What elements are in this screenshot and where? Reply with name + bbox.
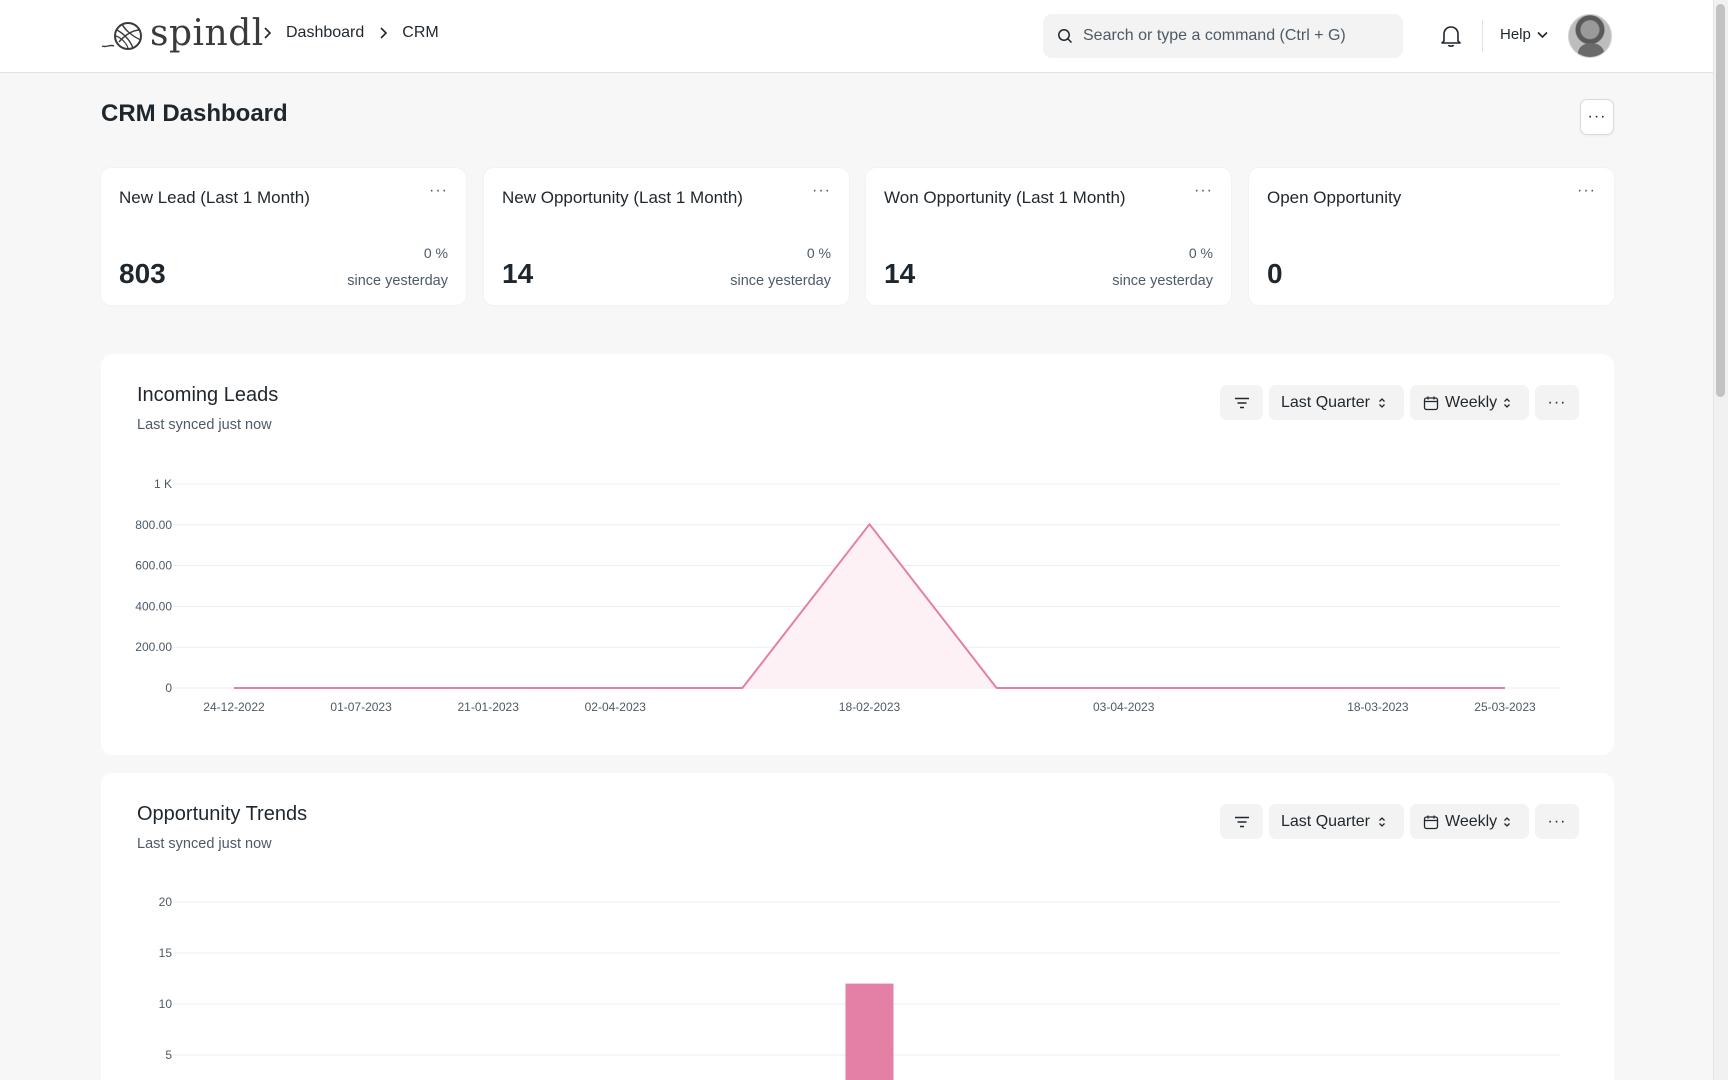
filter-icon xyxy=(1234,816,1249,827)
card-change-percent: 0 % xyxy=(423,245,448,261)
time-interval-label: Weekly xyxy=(1445,393,1498,411)
page-scrollbar-thumb[interactable] xyxy=(1716,4,1725,397)
card-title: New Lead (Last 1 Month) xyxy=(119,188,310,207)
filter-button[interactable] xyxy=(1220,804,1263,839)
bell-icon[interactable] xyxy=(1440,24,1462,48)
time-range-label: Last Quarter xyxy=(1281,393,1370,411)
chevron-down-icon xyxy=(1537,31,1548,38)
y-tick-label: 20 xyxy=(159,895,173,909)
chart-title: Opportunity Trends xyxy=(137,803,308,825)
time-range-label: Last Quarter xyxy=(1281,812,1370,830)
time-interval-select[interactable]: Weekly xyxy=(1410,804,1529,839)
card-menu-button[interactable]: ··· xyxy=(429,182,448,199)
time-range-select[interactable]: Last Quarter xyxy=(1269,385,1404,420)
breadcrumb-dashboard[interactable]: Dashboard xyxy=(286,24,365,41)
search-bar[interactable] xyxy=(1043,14,1403,58)
chart-sync-status: Last synced just now xyxy=(137,836,272,852)
incoming-leads-chart: 0 200.00 400.00 600.00 800.00 1 K 24-12-2022 01… xyxy=(135,477,1560,714)
search-input[interactable] xyxy=(1083,27,1383,45)
card-title: Open Opportunity xyxy=(1267,188,1402,207)
card-change-label: since yesterday xyxy=(730,273,831,289)
card-title: New Opportunity (Last 1 Month) xyxy=(502,188,743,207)
chevron-up-down-icon xyxy=(1504,397,1511,408)
chevron-right-icon xyxy=(260,26,274,40)
breadcrumb-crm[interactable]: CRM xyxy=(402,24,439,41)
help-dropdown[interactable]: Help xyxy=(1500,26,1548,43)
chart-menu-button[interactable]: ··· xyxy=(1535,385,1579,420)
breadcrumb: Dashboard CRM xyxy=(260,24,439,42)
y-tick-label: 400.00 xyxy=(135,599,172,613)
calendar-icon xyxy=(1423,396,1439,410)
app-logo[interactable]: spindl xyxy=(100,14,264,58)
x-tick-label: 21-01-2023 xyxy=(458,700,520,714)
x-tick-label: 18-02-2023 xyxy=(839,700,901,714)
y-tick-label: 600.00 xyxy=(135,559,172,573)
calendar-icon xyxy=(1423,815,1439,829)
card-change-percent: 0 % xyxy=(806,245,831,261)
y-tick-label: 0 xyxy=(165,681,172,695)
card-value: 0 xyxy=(1267,258,1283,289)
filter-button[interactable] xyxy=(1220,385,1263,420)
number-card-won-opportunity: Won Opportunity (Last 1 Month) ··· 14 0 … xyxy=(866,168,1231,305)
card-menu-button[interactable]: ··· xyxy=(812,182,831,199)
card-change-percent: 0 % xyxy=(1188,245,1213,261)
series-area xyxy=(234,524,1505,688)
x-tick-label: 01-07-2023 xyxy=(330,700,392,714)
navbar-divider xyxy=(1482,20,1483,52)
y-tick-label: 800.00 xyxy=(135,518,172,532)
chart-title: Incoming Leads xyxy=(137,384,279,406)
card-title: Won Opportunity (Last 1 Month) xyxy=(884,188,1126,207)
x-tick-label: 25-03-2023 xyxy=(1474,700,1536,714)
chevron-right-icon xyxy=(376,26,390,40)
search-icon xyxy=(1058,29,1073,44)
card-menu-button[interactable]: ··· xyxy=(1194,182,1213,199)
y-tick-label: 200.00 xyxy=(135,640,172,654)
y-tick-label: 10 xyxy=(159,997,173,1011)
card-menu-button[interactable]: ··· xyxy=(1577,182,1596,199)
number-card-open-opportunity: Open Opportunity ··· 0 xyxy=(1249,168,1614,305)
chevron-up-down-icon xyxy=(1504,816,1511,827)
avatar[interactable] xyxy=(1568,14,1612,58)
logo-text: spindl xyxy=(150,13,264,54)
time-range-select[interactable]: Last Quarter xyxy=(1269,804,1404,839)
chart-panel-opportunity-trends: Opportunity Trends Last synced just now … xyxy=(101,773,1614,1080)
chevron-up-down-icon xyxy=(1378,816,1385,827)
filter-icon xyxy=(1234,397,1249,408)
chart-panel-incoming-leads: Incoming Leads Last synced just now Last… xyxy=(101,354,1614,755)
top-navbar: spindl Dashboard CRM Help xyxy=(0,0,1713,73)
yarn-ball-icon xyxy=(101,22,142,50)
y-tick-label: 1 K xyxy=(154,477,172,491)
time-interval-label: Weekly xyxy=(1445,812,1498,830)
y-tick-label: 15 xyxy=(159,946,173,960)
page-menu-button[interactable]: ··· xyxy=(1580,99,1614,135)
card-change-label: since yesterday xyxy=(1112,273,1213,289)
help-label: Help xyxy=(1500,26,1531,43)
x-tick-label: 02-04-2023 xyxy=(585,700,647,714)
x-tick-label: 24-12-2022 xyxy=(203,700,265,714)
x-tick-label: 18-03-2023 xyxy=(1347,700,1409,714)
page-title: CRM Dashboard xyxy=(101,100,288,127)
opportunity-trends-chart: 5 10 15 20 xyxy=(159,895,1560,1080)
bar xyxy=(845,983,894,1080)
card-value: 14 xyxy=(884,258,916,289)
time-interval-select[interactable]: Weekly xyxy=(1410,385,1529,420)
chevron-up-down-icon xyxy=(1378,397,1385,408)
x-tick-label: 03-04-2023 xyxy=(1093,700,1155,714)
card-value: 14 xyxy=(502,258,534,289)
card-change-label: since yesterday xyxy=(347,273,448,289)
card-value: 803 xyxy=(119,258,166,289)
chart-menu-button[interactable]: ··· xyxy=(1535,804,1579,839)
chart-sync-status: Last synced just now xyxy=(137,417,272,433)
y-tick-label: 5 xyxy=(165,1048,172,1062)
number-card-new-lead: New Lead (Last 1 Month) ··· 803 0 % sinc… xyxy=(101,168,466,305)
number-card-new-opportunity: New Opportunity (Last 1 Month) ··· 14 0 … xyxy=(484,168,849,305)
